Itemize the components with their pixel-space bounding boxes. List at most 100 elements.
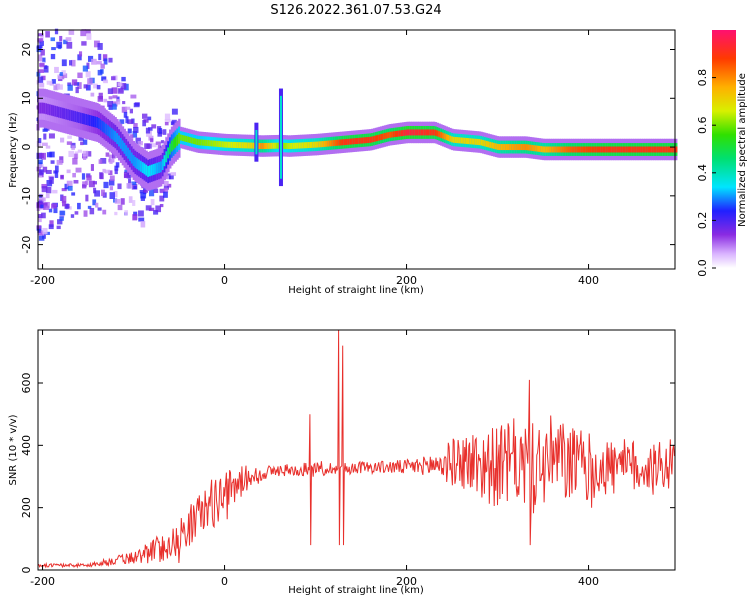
ridge-core-cell	[447, 134, 450, 141]
ridge-core-cell	[594, 146, 598, 153]
ridge-core-cell	[584, 146, 587, 153]
snr-y-axis-label: SNR (10 * v/v)	[8, 414, 19, 485]
ridge-core-cell	[296, 142, 299, 149]
noise-cell	[169, 175, 174, 180]
noise-cell	[99, 172, 103, 179]
noise-cell	[59, 216, 64, 221]
ridge-core-cell	[205, 139, 208, 146]
noise-cell	[103, 181, 109, 189]
noise-cell	[90, 92, 95, 97]
noise-cell	[94, 190, 101, 197]
ridge-core-cell	[587, 146, 591, 153]
ridge-core-cell	[130, 152, 134, 164]
ridge-core-cell	[61, 107, 65, 119]
ridge-core-cell	[234, 141, 237, 148]
ridge-core-cell	[165, 151, 168, 163]
spike-inner	[279, 95, 282, 179]
ridge-core-cell	[571, 146, 574, 153]
snr-x-ticks: -200 0 200 400	[30, 330, 599, 588]
ridge-core-cell	[458, 137, 461, 144]
ridge-core-cell	[354, 138, 358, 145]
noise-cell	[137, 140, 143, 146]
ridge-core-cell	[158, 162, 161, 174]
ridge-core-cell	[360, 137, 363, 144]
noise-cell	[145, 205, 152, 211]
ridge-core-cell	[327, 140, 330, 147]
noise-cell	[127, 119, 133, 125]
ridge-core-cell	[45, 103, 48, 115]
noise-cell	[61, 195, 67, 203]
noise-cell	[81, 173, 86, 180]
noise-cell	[59, 72, 63, 76]
noise-cell	[54, 171, 59, 178]
noise-cell	[45, 169, 52, 174]
noise-cell	[151, 143, 157, 148]
ridge-core-cell	[451, 136, 454, 143]
noise-cell	[109, 192, 115, 199]
colorbar-label: Normalized spectral amplitude	[737, 73, 748, 227]
noise-cell	[133, 211, 138, 216]
ridge-core-cell	[209, 140, 212, 147]
ridge-core-cell	[609, 146, 612, 153]
y-tick-label: 20	[20, 43, 33, 57]
noise-cell	[163, 180, 169, 186]
noise-cell	[125, 116, 129, 124]
ridge-core-cell	[218, 141, 221, 148]
ridge-core-cell	[636, 146, 640, 153]
noise-cell	[128, 196, 133, 203]
noise-cell	[139, 190, 145, 194]
ridge-core-cell	[622, 146, 625, 153]
ridge-core-cell	[638, 146, 641, 153]
ridge-core-cell	[216, 140, 219, 147]
ridge-core-cell	[591, 146, 594, 153]
ridge-core-cell	[274, 142, 277, 149]
noise-cell	[114, 165, 119, 171]
ridge-core-cell	[294, 142, 298, 149]
ridge-core-cell	[376, 135, 379, 142]
ridge-core-cell	[645, 146, 649, 153]
noise-cell	[140, 192, 147, 199]
noise-cell	[62, 200, 66, 207]
ridge-core-cell	[314, 141, 318, 148]
x-tick-label: -200	[30, 274, 55, 287]
noise-cell	[42, 166, 48, 173]
noise-cell	[77, 202, 81, 210]
ridge-core-cell	[316, 141, 319, 148]
ridge-core-cell	[534, 145, 538, 152]
ridge-core-cell	[85, 114, 88, 125]
ridge-core-cell	[321, 141, 325, 148]
noise-cell	[105, 152, 110, 157]
ridge-core-cell	[640, 146, 643, 153]
ridge-core-cell	[620, 146, 623, 153]
ridge-core-cell	[378, 134, 381, 141]
noise-cell	[48, 208, 53, 213]
ridge-core-cell	[398, 130, 401, 137]
ridge-core-cell	[178, 132, 181, 144]
ridge-core-cell	[129, 150, 132, 162]
ridge-core-cell	[522, 144, 525, 151]
noise-cell	[100, 63, 105, 69]
ridge-core-cell	[352, 138, 356, 145]
noise-cell	[49, 176, 54, 184]
noise-cell	[49, 151, 55, 158]
noise-cell	[98, 53, 102, 61]
ridge-core-cell	[174, 136, 177, 148]
ridge-core-cell	[611, 146, 614, 153]
spectrogram-frame	[37, 29, 676, 270]
ridge-core-cell	[478, 139, 481, 146]
noise-cell	[157, 132, 163, 137]
ridge-core-cell	[625, 146, 629, 153]
noise-cell	[97, 42, 103, 50]
noise-cell	[112, 95, 118, 99]
ridge-core-cell	[98, 117, 101, 129]
noise-cell	[38, 33, 44, 37]
ridge-core-cell	[143, 163, 146, 175]
noise-cell	[140, 196, 145, 201]
noise-cell	[42, 227, 48, 235]
noise-cell	[127, 128, 132, 134]
ridge-core-cell	[600, 146, 603, 153]
ridge-core-cell	[361, 137, 365, 144]
noise-cell	[49, 220, 54, 228]
noise-cell	[121, 106, 128, 113]
ridge-core-cell	[542, 146, 545, 153]
